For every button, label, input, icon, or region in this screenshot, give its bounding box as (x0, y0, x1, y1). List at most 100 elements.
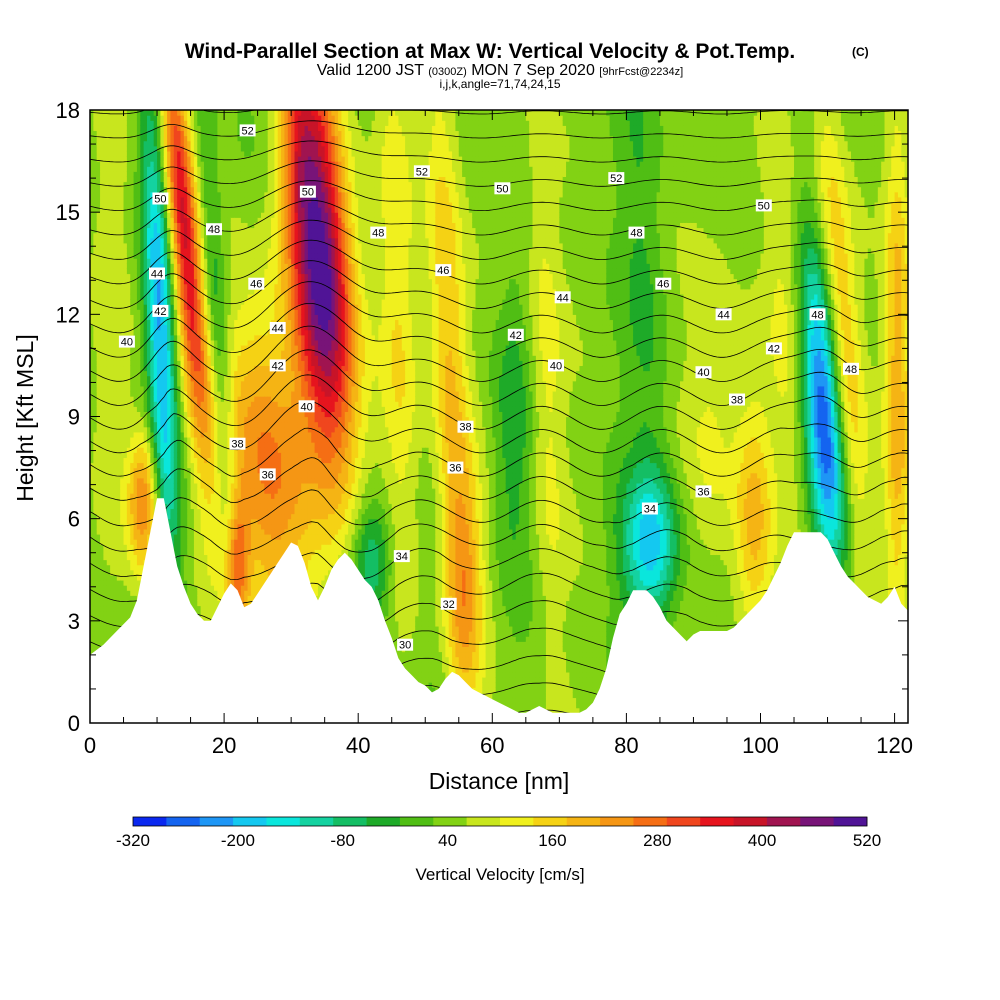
heatmap-cell (137, 503, 141, 509)
heatmap-cell (97, 268, 101, 274)
heatmap-cell (124, 544, 128, 550)
heatmap-cell (97, 187, 101, 193)
heatmap-cell (110, 616, 114, 622)
heatmap-cell (110, 534, 114, 540)
heatmap-cell (124, 156, 128, 162)
heatmap-cell (137, 355, 141, 361)
heatmap-cell (110, 176, 114, 182)
heatmap-cell (97, 386, 101, 392)
heatmap-cell (137, 427, 141, 433)
heatmap-cell (124, 514, 128, 520)
heatmap-cell (124, 110, 128, 116)
heatmap-cell (97, 462, 101, 468)
heatmap-cell (110, 202, 114, 208)
heatmap-cell (97, 432, 101, 438)
heatmap-cell (97, 498, 101, 504)
heatmap-cell (137, 289, 141, 295)
heatmap-cell (137, 151, 141, 157)
heatmap-cell (110, 222, 114, 228)
heatmap-cell (124, 248, 128, 254)
heatmap-cell (137, 565, 141, 571)
heatmap-cell (97, 238, 101, 244)
heatmap-cell (124, 187, 128, 193)
heatmap-cell (124, 146, 128, 152)
heatmap-cell (110, 554, 114, 560)
heatmap-cell (110, 626, 114, 632)
heatmap-cell (137, 493, 141, 499)
heatmap-cell (110, 212, 114, 218)
heatmap-cell (137, 176, 141, 182)
heatmap-cell (124, 171, 128, 177)
heatmap-cell (97, 115, 101, 121)
heatmap-cell (137, 549, 141, 555)
heatmap-cell (110, 381, 114, 387)
heatmap-cell (124, 432, 128, 438)
heatmap-cell (124, 478, 128, 484)
heatmap-cell (124, 141, 128, 147)
heatmap-cell (137, 508, 141, 514)
heatmap-cell (97, 381, 101, 387)
heatmap-cell (124, 120, 128, 126)
heatmap-cell (124, 508, 128, 514)
heatmap-cell (110, 417, 114, 423)
heatmap-cell (137, 309, 141, 315)
heatmap-cell (124, 606, 128, 612)
heatmap-cell (137, 447, 141, 453)
heatmap-cell (124, 468, 128, 474)
heatmap-cell (110, 243, 114, 249)
heatmap-cell (97, 529, 101, 535)
heatmap-cell (124, 616, 128, 622)
heatmap-cell (97, 600, 101, 606)
heatmap-cell (124, 314, 128, 320)
heatmap-cell (137, 411, 141, 417)
heatmap-cell (137, 120, 141, 126)
heatmap-cell (137, 217, 141, 223)
heatmap-cell (124, 130, 128, 136)
heatmap-cell (97, 401, 101, 407)
heatmap-cell (124, 570, 128, 576)
heatmap-cell (97, 524, 101, 530)
heatmap-cell (97, 631, 101, 637)
heatmap-cell (110, 248, 114, 254)
heatmap-cell (110, 110, 114, 116)
heatmap-cell (110, 514, 114, 520)
heatmap-cell (124, 182, 128, 188)
heatmap-cell (110, 314, 114, 320)
chart-subtitle-indices: i,j,k,angle=71,74,24,15 (439, 77, 560, 91)
heatmap-cell (110, 600, 114, 606)
heatmap-cell (110, 365, 114, 371)
heatmap-cell (110, 565, 114, 571)
heatmap-cell (110, 253, 114, 259)
heatmap-cell (110, 529, 114, 535)
heatmap-cell (97, 570, 101, 576)
heatmap-cell (137, 570, 141, 576)
heatmap-cell (97, 483, 101, 489)
heatmap-cell (124, 427, 128, 433)
heatmap-cell (97, 243, 101, 249)
heatmap-cell (110, 125, 114, 131)
heatmap-cell (137, 187, 141, 193)
subtitle-valid: Valid 1200 JST (317, 62, 425, 79)
heatmap-cell (97, 304, 101, 310)
heatmap-cell (124, 227, 128, 233)
heatmap-cell (137, 263, 141, 269)
heatmap-cell (110, 156, 114, 162)
heatmap-cell (110, 590, 114, 596)
heatmap-cell (97, 478, 101, 484)
heatmap-cell (110, 325, 114, 331)
heatmap-cell (110, 422, 114, 428)
heatmap-cell (124, 560, 128, 566)
heatmap-cell (137, 294, 141, 300)
heatmap-cell (110, 136, 114, 142)
heatmap-cell (110, 319, 114, 325)
heatmap-cell (137, 233, 141, 239)
heatmap-cell (124, 590, 128, 596)
heatmap-cell (124, 549, 128, 555)
heatmap-cell (97, 391, 101, 397)
heatmap-cell (124, 539, 128, 545)
heatmap-cell (97, 580, 101, 586)
heatmap-cell (137, 284, 141, 290)
heatmap-cell (110, 294, 114, 300)
heatmap-cell (97, 560, 101, 566)
